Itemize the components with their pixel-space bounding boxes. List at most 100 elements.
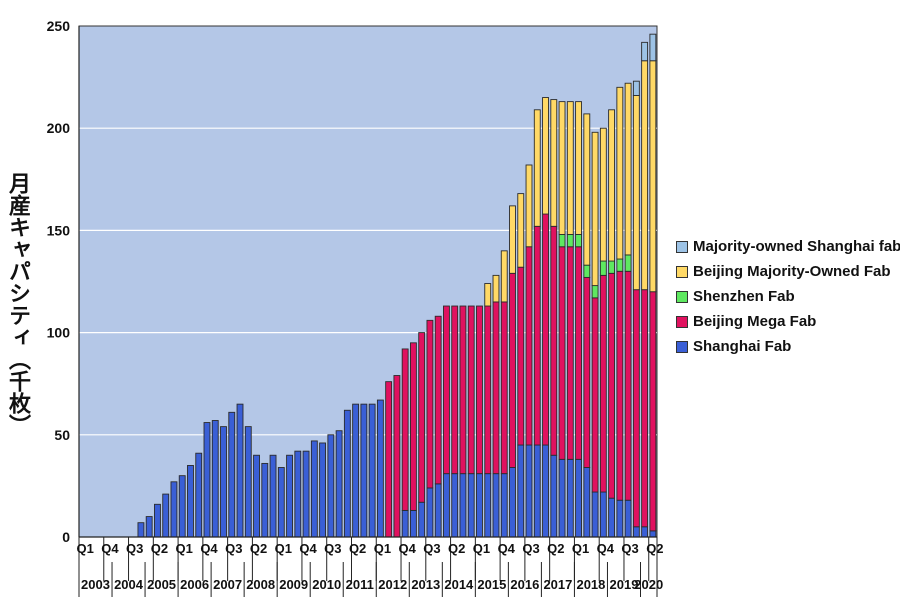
x-quarter-label: Q3 [522, 541, 539, 556]
x-quarter-label: Q2 [646, 541, 663, 556]
y-tick-label: 150 [47, 222, 71, 238]
bar-segment [550, 454, 558, 538]
bar-segment [542, 444, 549, 538]
bar-segment [525, 164, 533, 248]
bar-segment [467, 305, 475, 475]
bar-segment [583, 276, 591, 468]
bar-segment [401, 348, 409, 511]
bar-segment [509, 205, 516, 274]
axes [78, 26, 657, 538]
x-year-label: 2018 [576, 577, 605, 592]
bar-segment [409, 509, 417, 538]
bar-segment [649, 530, 657, 538]
bar-segment [443, 473, 450, 538]
bar-segment [616, 86, 624, 260]
x-quarter-label: Q1 [76, 541, 93, 556]
bar-segment [533, 225, 541, 446]
bar-segment [409, 342, 417, 511]
bar-segment [566, 101, 574, 235]
bars [137, 33, 657, 538]
legend-swatch [676, 340, 688, 353]
bar-segment [343, 409, 351, 538]
bar-segment [418, 501, 426, 538]
bar-segment [550, 225, 558, 456]
bar-segment [286, 454, 293, 538]
bar-segment [376, 399, 384, 538]
x-quarter-label: Q4 [398, 541, 416, 556]
legend-swatch [676, 315, 688, 328]
bar-segment [632, 526, 640, 538]
bar-segment [575, 246, 582, 460]
bar-segment [624, 82, 632, 256]
bar-segment [517, 193, 525, 268]
x-quarter-label: Q2 [250, 541, 267, 556]
bar-segment [533, 444, 541, 538]
bar-segment [566, 234, 574, 248]
x-quarter-label: Q1 [374, 541, 391, 556]
bar-segment [632, 80, 640, 96]
bar-segment [492, 473, 500, 538]
x-year-label: 2017 [543, 577, 572, 592]
x-year-label: 2019 [610, 577, 639, 592]
bar-segment [616, 499, 624, 538]
y-tick-label: 200 [47, 120, 71, 136]
legend-label: Shenzhen Fab [693, 288, 795, 305]
bar-segment [575, 234, 582, 248]
bar-segment [624, 270, 632, 501]
legend-label: Beijing Majority-Owned Fab [693, 263, 891, 280]
y-tick-label: 100 [47, 325, 71, 341]
bar-segment [583, 264, 591, 278]
bar-segment [467, 473, 475, 538]
bar-segment [632, 289, 640, 528]
legend: Majority-owned Shanghai fab Beijing Majo… [676, 234, 900, 359]
bar-segment [203, 422, 211, 538]
bar-segment [335, 430, 343, 538]
x-year-label: 2012 [378, 577, 407, 592]
x-year-label: 2015 [477, 577, 506, 592]
bar-segment [558, 234, 566, 248]
bar-segment [558, 458, 566, 538]
bar-segment [137, 522, 145, 538]
x-quarter-label: Q3 [126, 541, 143, 556]
bar-segment [154, 503, 161, 538]
legend-swatch [676, 265, 688, 278]
bar-segment [368, 403, 376, 538]
bar-segment [451, 473, 459, 538]
legend-label: Shanghai Fab [693, 338, 792, 355]
legend-item-beijing-majority-owned: Beijing Majority-Owned Fab [676, 259, 900, 284]
bar-segment [500, 250, 508, 303]
x-year-label: 2014 [444, 577, 474, 592]
x-year-label: 2011 [346, 577, 374, 592]
x-year-label: 2013 [411, 577, 440, 592]
bar-segment [591, 491, 599, 538]
bar-segment [393, 375, 401, 538]
x-quarter-label: Q1 [275, 541, 292, 556]
bar-segment [244, 426, 252, 538]
bar-segment [451, 305, 459, 475]
x-quarter-label: Q1 [176, 541, 193, 556]
x-quarter-label: Q4 [597, 541, 615, 556]
bar-segment [277, 467, 285, 538]
bar-segment [418, 332, 426, 503]
bar-segment [476, 473, 483, 538]
y-tick-labels: 0 50 100 150 200 250 [47, 18, 71, 545]
bar-segment [583, 467, 591, 538]
bar-segment [352, 403, 360, 538]
bar-segment [649, 60, 657, 293]
x-year-label: 2009 [279, 577, 308, 592]
bar-segment [401, 509, 409, 538]
bar-segment [583, 113, 591, 266]
bar-segment [426, 487, 434, 538]
x-year-label: 2010 [312, 577, 341, 592]
bar-segment [211, 420, 219, 538]
bar-segment [599, 127, 607, 262]
bar-segment [566, 246, 574, 460]
bar-segment [360, 403, 368, 538]
bar-segment [195, 452, 203, 538]
bar-segment [517, 266, 525, 446]
bar-segment [484, 473, 492, 538]
bar-segment [500, 473, 508, 538]
bar-segment [220, 426, 227, 538]
x-quarter-label: Q2 [151, 541, 168, 556]
bar-segment [269, 454, 277, 538]
